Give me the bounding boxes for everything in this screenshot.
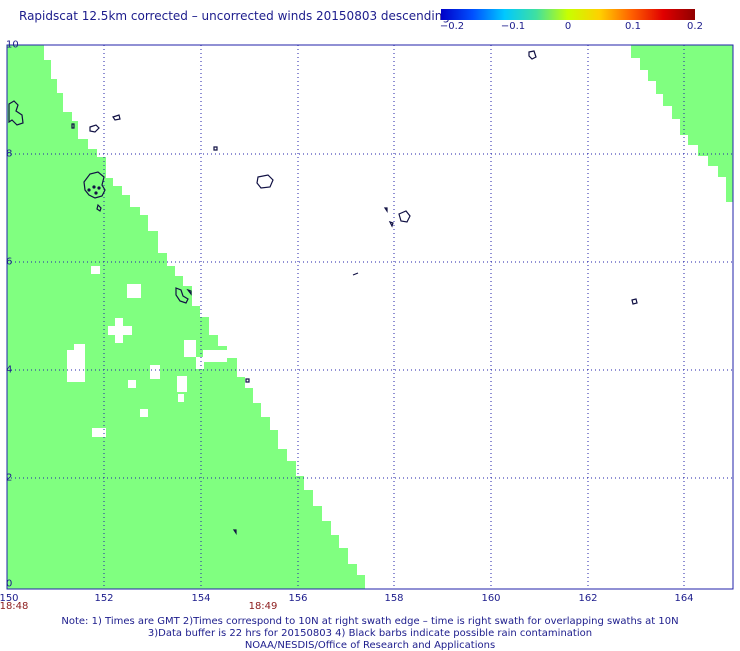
footnote-line: 3)Data buffer is 22 hrs for 20150803 4) … xyxy=(147,628,593,639)
y-tick-label: 6 xyxy=(6,256,13,268)
barb-marker xyxy=(92,185,96,189)
island-outline xyxy=(186,288,192,296)
island-outline xyxy=(175,287,189,304)
colorbar-tick-label: 0.1 xyxy=(625,21,641,32)
island-outline xyxy=(8,100,24,126)
x-tick-label: 160 xyxy=(481,593,501,604)
colorbar-tick-label: 0 xyxy=(564,21,572,32)
footnote-line: Note: 1) Times are GMT 2)Times correspon… xyxy=(61,616,679,627)
y-tick-label: 0 xyxy=(6,578,13,590)
barb-marker xyxy=(94,191,98,195)
colorbar-tick-label: −0.1 xyxy=(500,21,526,32)
island-outline xyxy=(232,529,237,535)
island-outline xyxy=(388,220,394,228)
island-outline xyxy=(245,378,250,383)
color-scale-bar xyxy=(441,9,695,20)
island-outline xyxy=(528,50,537,60)
colorbar-tick-label: −0.2 xyxy=(439,21,465,32)
island-outline xyxy=(83,171,106,199)
x-tick-label: 158 xyxy=(384,593,404,604)
island-outline xyxy=(631,298,638,305)
island-outline xyxy=(213,146,218,151)
data-gap xyxy=(92,428,106,437)
island-outline xyxy=(71,123,75,129)
data-gap xyxy=(150,365,160,379)
island-outline xyxy=(398,210,411,223)
barb-marker xyxy=(87,188,91,192)
island-outline xyxy=(89,124,100,133)
y-tick-label: 8 xyxy=(6,148,13,160)
data-gap xyxy=(177,376,187,392)
map-frame xyxy=(6,44,734,590)
left-swath xyxy=(7,45,365,589)
data-gap xyxy=(184,340,196,357)
x-tick-label: 152 xyxy=(94,593,114,604)
y-tick-label: 2 xyxy=(6,472,13,484)
footnote-line: NOAA/NESDIS/Office of Research and Appli… xyxy=(244,640,496,651)
island-outline xyxy=(112,114,121,121)
x-tick-label: 156 xyxy=(288,593,308,604)
x-tick-label: 164 xyxy=(674,593,694,604)
island-outline xyxy=(352,272,359,276)
right-swath xyxy=(631,45,733,202)
data-gap xyxy=(67,350,85,382)
data-gap xyxy=(178,394,184,402)
x-tick-label: 150 xyxy=(0,593,19,604)
island-outline xyxy=(383,207,388,213)
data-gap xyxy=(127,284,141,298)
x-tick-label: 154 xyxy=(191,593,211,604)
data-gap xyxy=(128,380,136,388)
data-swath xyxy=(7,45,733,589)
rain-flag-barbs xyxy=(87,185,101,195)
data-gap xyxy=(140,409,148,417)
data-gap xyxy=(203,350,227,362)
y-tick-label: 4 xyxy=(6,364,13,376)
barb-marker xyxy=(97,186,101,190)
swath-time-label: 18:49 xyxy=(248,601,278,612)
grid-lines xyxy=(7,45,733,589)
y-tick-label: 10 xyxy=(6,39,19,51)
colorbar-tick-label: 0.2 xyxy=(687,21,703,32)
data-gap xyxy=(108,326,132,335)
island-outline xyxy=(96,203,102,212)
swath-time-label: 18:48 xyxy=(0,601,29,612)
x-tick-label: 162 xyxy=(578,593,598,604)
data-gap xyxy=(196,357,204,369)
data-gap xyxy=(91,266,100,274)
data-gap xyxy=(74,344,85,352)
chart-title: Rapidscat 12.5km corrected – uncorrected… xyxy=(19,9,450,23)
island-outline xyxy=(256,174,274,189)
coastlines xyxy=(8,50,638,535)
